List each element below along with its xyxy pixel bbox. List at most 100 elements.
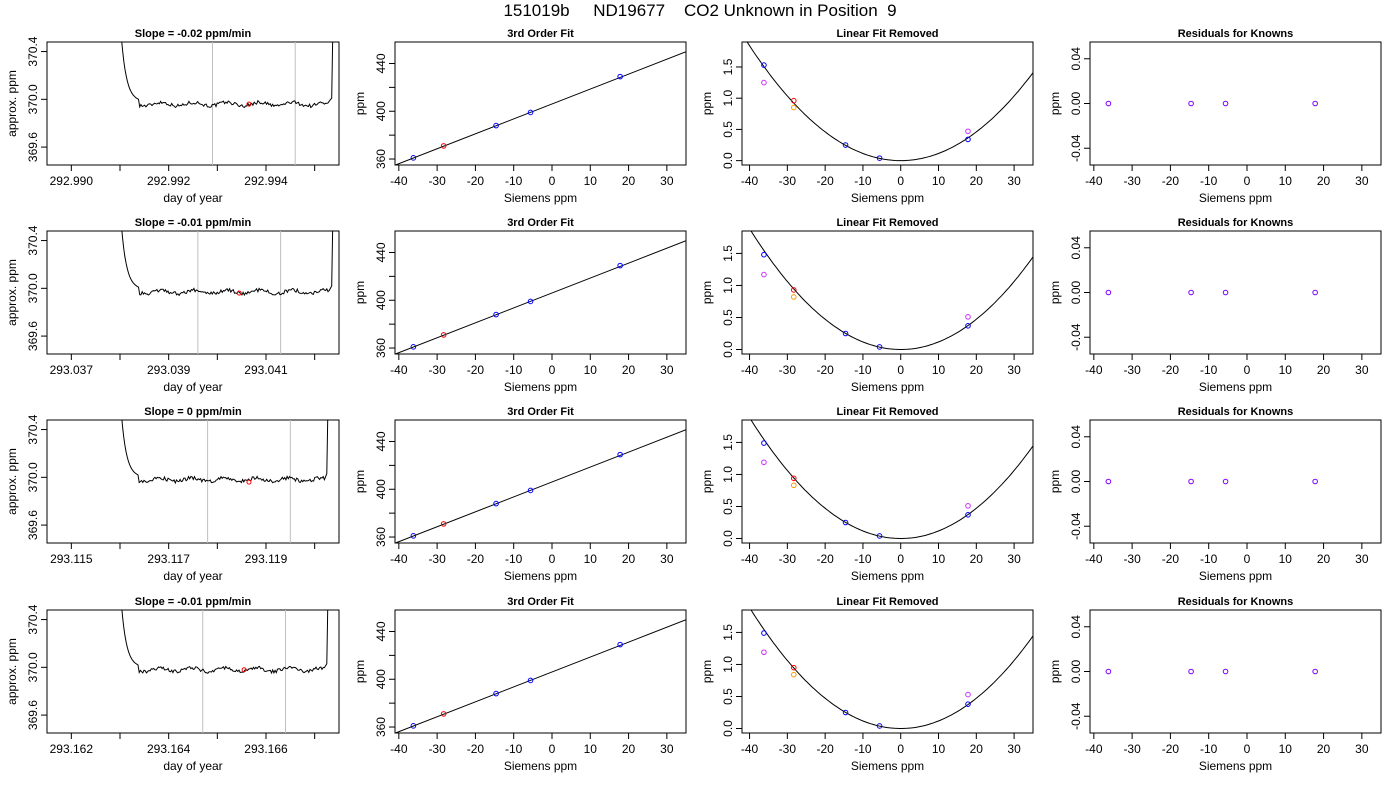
x-tick-label: 0 bbox=[549, 742, 556, 756]
panel-title: 3rd Order Fit bbox=[507, 28, 574, 40]
y-tick-label: 0.00 bbox=[1069, 280, 1083, 304]
panel-0-0: Slope = -0.02 ppm/min day of year approx. … bbox=[5, 28, 340, 205]
residual-point bbox=[1222, 289, 1229, 296]
x-axis-label: Siemens ppm bbox=[504, 380, 577, 394]
known-point bbox=[761, 630, 767, 636]
unknown-point bbox=[440, 332, 447, 338]
panel-title: Slope = 0 ppm/min bbox=[144, 406, 242, 418]
panel-title: Residuals for Knowns bbox=[1178, 596, 1294, 608]
x-tick-label: 0 bbox=[549, 174, 556, 188]
first-order-point bbox=[761, 649, 767, 656]
y-tick-label: 1.0 bbox=[721, 277, 735, 294]
residual-point bbox=[1188, 100, 1194, 107]
unknown-point bbox=[790, 475, 797, 482]
co2-trace bbox=[121, 610, 329, 675]
x-tick-label: 10 bbox=[932, 363, 946, 377]
plot-area bbox=[750, 610, 1033, 729]
unknown-mean-point bbox=[246, 101, 252, 107]
panel-title: Linear Fit Removed bbox=[836, 217, 938, 229]
unknown-point bbox=[790, 97, 797, 104]
y-tick-label: 370.0 bbox=[26, 84, 40, 114]
x-tick-label: -40 bbox=[390, 742, 408, 756]
x-tick-label: -10 bbox=[1200, 742, 1218, 756]
y-tick-label: 0.04 bbox=[1069, 615, 1083, 639]
co2-trace bbox=[121, 231, 334, 297]
y-axis-label: ppm bbox=[1048, 92, 1062, 115]
y-tick-label: 1.0 bbox=[721, 90, 735, 107]
x-tick-label: 30 bbox=[1355, 174, 1369, 188]
known-point bbox=[965, 512, 971, 518]
co2-trace bbox=[121, 420, 329, 485]
x-tick-label: 10 bbox=[1279, 174, 1293, 188]
y-axis-label: ppm bbox=[353, 281, 367, 304]
y-tick-label: 0.0 bbox=[721, 341, 735, 358]
x-tick-label: -20 bbox=[467, 552, 485, 566]
panel-title: Residuals for Knowns bbox=[1178, 406, 1294, 418]
panel-title: Linear Fit Removed bbox=[836, 406, 938, 418]
unknown-point bbox=[790, 664, 797, 671]
residual-point bbox=[1105, 100, 1112, 107]
known-point bbox=[965, 136, 971, 143]
x-tick-label: -10 bbox=[1200, 363, 1218, 377]
x-tick-label: 10 bbox=[932, 174, 946, 188]
x-tick-label: 20 bbox=[622, 552, 636, 566]
y-tick-label: 369.6 bbox=[26, 510, 40, 540]
plot-frame bbox=[394, 609, 687, 734]
co2-trace bbox=[121, 42, 334, 109]
x-tick-label: -20 bbox=[816, 742, 834, 756]
x-tick-label: 10 bbox=[932, 552, 946, 566]
plot-area bbox=[395, 51, 686, 165]
plot-area bbox=[1105, 478, 1318, 485]
x-tick-label: 10 bbox=[584, 552, 598, 566]
residual-point bbox=[1188, 668, 1194, 675]
first-order-point bbox=[965, 314, 971, 320]
y-tick-label: 440 bbox=[374, 621, 388, 641]
x-tick-label: -10 bbox=[854, 742, 872, 756]
unknown-mean-point bbox=[246, 479, 252, 485]
x-axis-label: Siemens ppm bbox=[1199, 759, 1272, 773]
page-title: 151019b ND19677 CO2 Unknown in Position … bbox=[503, 1, 897, 20]
x-tick-label: 0 bbox=[1244, 552, 1251, 566]
panel-1-1: 3rd Order Fit Siemens ppm ppm -40 -30 -20 -10 0… bbox=[353, 217, 687, 394]
plot-area bbox=[1105, 668, 1318, 675]
y-tick-label: 1.0 bbox=[721, 656, 735, 673]
x-axis-label: Siemens ppm bbox=[504, 569, 577, 583]
known-point bbox=[410, 155, 417, 161]
y-tick-label: 0.00 bbox=[1069, 659, 1083, 683]
y-tick-label: 370.0 bbox=[26, 273, 40, 303]
panel-2-1: 3rd Order Fit Siemens ppm ppm -40 -30 -20 -10 0… bbox=[353, 406, 687, 583]
y-tick-label: 1.5 bbox=[721, 434, 735, 451]
known-point bbox=[617, 73, 623, 80]
x-axis-label: Siemens ppm bbox=[504, 191, 577, 205]
plot-frame bbox=[46, 419, 340, 544]
y-tick-label: 440 bbox=[374, 53, 388, 73]
x-tick-label: 10 bbox=[1279, 552, 1293, 566]
y-tick-label: 1.0 bbox=[721, 466, 735, 483]
y-tick-label: 370.4 bbox=[26, 414, 40, 444]
known-point bbox=[876, 533, 883, 539]
y-tick-label: 0.5 bbox=[721, 498, 735, 515]
x-tick-label: -30 bbox=[1123, 363, 1141, 377]
first-order-point bbox=[965, 128, 971, 135]
y-tick-label: 360 bbox=[374, 338, 388, 358]
second-order-point bbox=[790, 482, 797, 489]
panel-3-1: 3rd Order Fit Siemens ppm ppm -40 -30 -20 -10 0… bbox=[353, 596, 687, 773]
x-tick-label: -10 bbox=[854, 552, 872, 566]
y-axis-label: ppm bbox=[353, 660, 367, 683]
unknown-mean-point bbox=[241, 667, 247, 673]
x-tick-label: 20 bbox=[622, 742, 636, 756]
panel-0-1: 3rd Order Fit Siemens ppm ppm -40 -30 -20 -10 0… bbox=[353, 28, 687, 205]
y-axis-label: approx. ppm bbox=[5, 259, 19, 326]
y-axis-label: ppm bbox=[1048, 660, 1062, 683]
x-tick-label: -20 bbox=[816, 174, 834, 188]
x-axis-label: day of year bbox=[163, 759, 222, 773]
y-tick-label: 400 bbox=[374, 669, 388, 689]
plot-area bbox=[750, 231, 1033, 350]
panel-0-2: Linear Fit Removed Siemens ppm ppm -40 -30 -2… bbox=[700, 28, 1034, 205]
y-tick-label: 369.6 bbox=[26, 700, 40, 730]
plot-frame bbox=[394, 41, 687, 166]
y-tick-label: 0.0 bbox=[721, 720, 735, 737]
y-axis-label: ppm bbox=[700, 281, 714, 304]
x-tick-label: -10 bbox=[854, 363, 872, 377]
x-axis-label: day of year bbox=[163, 191, 222, 205]
